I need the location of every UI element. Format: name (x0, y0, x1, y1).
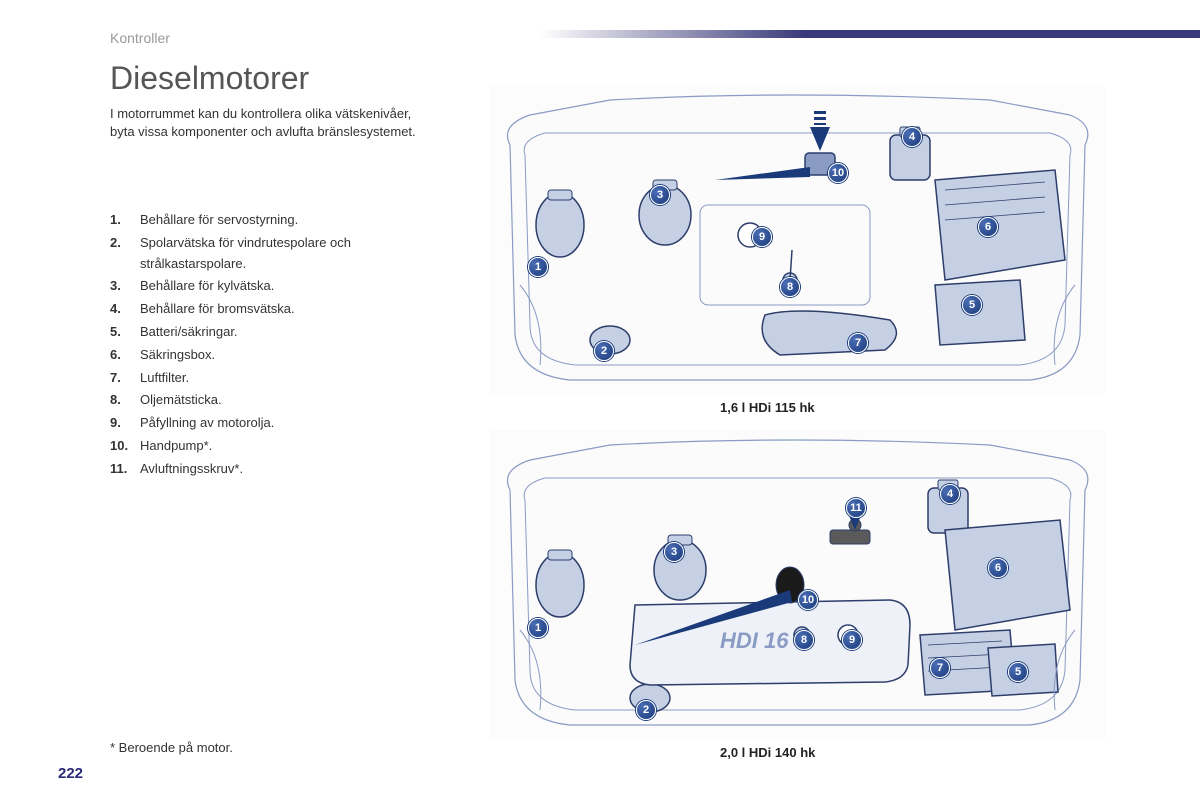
list-item-text: Batteri/säkringar. (140, 322, 238, 343)
list-item-number: 8. (110, 390, 140, 411)
diagram-2-caption: 2,0 l HDi 140 hk (720, 745, 815, 760)
list-item-number: 2. (110, 233, 140, 275)
callout-marker-9: 9 (752, 227, 772, 247)
list-item-number: 10. (110, 436, 140, 457)
callout-marker-2: 2 (636, 700, 656, 720)
page-title: Dieselmotorer (110, 60, 309, 97)
list-item: 7.Luftfilter. (110, 368, 430, 389)
engine-diagram-2: HDI 16 1 2 3 4 5 6 7 8 9 10 11 (490, 430, 1105, 740)
list-item-number: 3. (110, 276, 140, 297)
callout-marker-1: 1 (528, 257, 548, 277)
intro-text: I motorrummet kan du kontrollera olika v… (110, 105, 420, 141)
callout-marker-11: 11 (846, 498, 866, 518)
list-item-number: 7. (110, 368, 140, 389)
list-item-text: Oljemätsticka. (140, 390, 222, 411)
callout-marker-5: 5 (1008, 662, 1028, 682)
callout-marker-7: 7 (848, 333, 868, 353)
list-item-number: 5. (110, 322, 140, 343)
list-item: 10.Handpump*. (110, 436, 430, 457)
list-item-text: Behållare för servostyrning. (140, 210, 298, 231)
callout-marker-8: 8 (780, 277, 800, 297)
callout-marker-3: 3 (664, 542, 684, 562)
list-item-number: 6. (110, 345, 140, 366)
header-gradient-bar (540, 30, 1200, 38)
list-item: 9.Påfyllning av motorolja. (110, 413, 430, 434)
callout-marker-3: 3 (650, 185, 670, 205)
engine-outline-svg-2: HDI 16 (490, 430, 1105, 740)
callout-marker-5: 5 (962, 295, 982, 315)
engine-outline-svg-1 (490, 85, 1105, 395)
list-item-number: 9. (110, 413, 140, 434)
callout-marker-1: 1 (528, 618, 548, 638)
diagram-1-caption: 1,6 l HDi 115 hk (720, 400, 815, 415)
list-item-number: 1. (110, 210, 140, 231)
svg-text:HDI 16: HDI 16 (720, 628, 789, 653)
list-item: 5.Batteri/säkringar. (110, 322, 430, 343)
list-item: 6.Säkringsbox. (110, 345, 430, 366)
footnote: * Beroende på motor. (110, 740, 233, 755)
callout-marker-9: 9 (842, 630, 862, 650)
callout-marker-2: 2 (594, 341, 614, 361)
list-item-text: Spolarvätska för vindrutespolare och str… (140, 233, 430, 275)
list-item-text: Avluftningsskruv*. (140, 459, 243, 480)
list-item: 3.Behållare för kylvätska. (110, 276, 430, 297)
callout-marker-4: 4 (902, 127, 922, 147)
list-item-text: Säkringsbox. (140, 345, 215, 366)
engine-diagram-1: 1 2 3 4 5 6 7 8 9 10 (490, 85, 1105, 395)
list-item-text: Påfyllning av motorolja. (140, 413, 274, 434)
callout-marker-8: 8 (794, 630, 814, 650)
list-item-text: Behållare för bromsvätska. (140, 299, 295, 320)
list-item: 8.Oljemätsticka. (110, 390, 430, 411)
page-number: 222 (58, 765, 83, 782)
list-item-number: 11. (110, 459, 140, 480)
list-item-number: 4. (110, 299, 140, 320)
list-item: 4.Behållare för bromsvätska. (110, 299, 430, 320)
list-item-text: Behållare för kylvätska. (140, 276, 274, 297)
arrow-down-icon (810, 127, 830, 151)
list-item-text: Luftfilter. (140, 368, 189, 389)
callout-marker-6: 6 (978, 217, 998, 237)
callout-marker-10: 10 (828, 163, 848, 183)
component-list: 1.Behållare för servostyrning.2.Spolarvä… (110, 210, 430, 482)
list-item: 2.Spolarvätska för vindrutespolare och s… (110, 233, 430, 275)
section-label: Kontroller (110, 30, 170, 46)
list-item: 11.Avluftningsskruv*. (110, 459, 430, 480)
list-item-text: Handpump*. (140, 436, 212, 457)
callout-marker-4: 4 (940, 484, 960, 504)
callout-marker-7: 7 (930, 658, 950, 678)
callout-marker-6: 6 (988, 558, 1008, 578)
callout-marker-10: 10 (798, 590, 818, 610)
list-item: 1.Behållare för servostyrning. (110, 210, 430, 231)
